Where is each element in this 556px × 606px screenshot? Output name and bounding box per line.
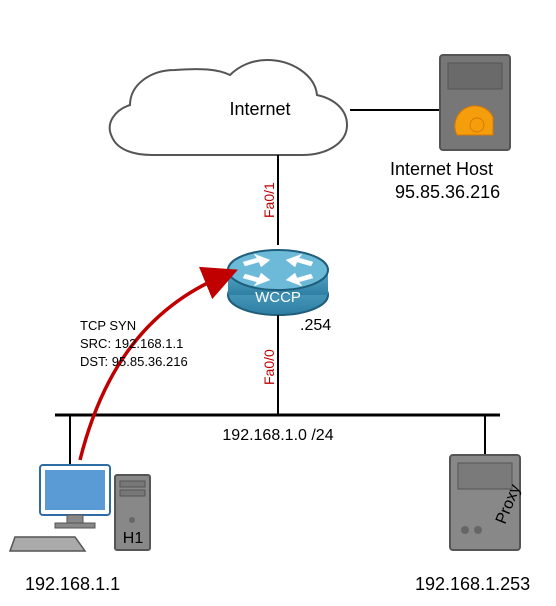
router-label: WCCP — [255, 289, 301, 306]
client-ip: 192.168.1.1 — [25, 574, 120, 594]
if-top-label: Fa0/1 — [261, 182, 277, 218]
packet-line2: SRC: 192.168.1.1 — [80, 336, 183, 351]
proxy-ip: 192.168.1.253 — [415, 574, 530, 594]
internet-host-label: Internet Host — [390, 159, 493, 179]
if-bottom-label: Fa0/0 — [261, 349, 277, 385]
internet-host — [440, 55, 510, 150]
router-icon: WCCP — [228, 250, 328, 315]
client-pc-icon: H1 — [10, 465, 150, 551]
lan-subnet: 192.168.1.0 /24 — [222, 427, 333, 444]
cloud-label: Internet — [229, 99, 290, 119]
packet-line3: DST: 95.85.36.216 — [80, 354, 188, 369]
packet-line1: TCP SYN — [80, 318, 136, 333]
internet-cloud: Internet — [110, 60, 347, 155]
router-addr-suffix: .254 — [300, 317, 331, 334]
proxy-server-icon: Proxy — [450, 455, 524, 550]
internet-host-ip: 95.85.36.216 — [395, 182, 500, 202]
client-name: H1 — [123, 530, 144, 547]
